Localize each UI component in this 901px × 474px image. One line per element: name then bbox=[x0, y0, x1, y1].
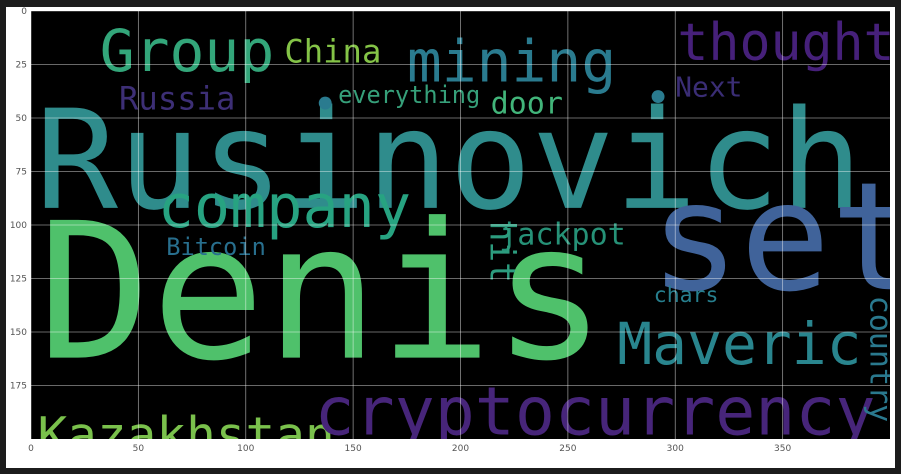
figure-frame: Rusinovich Denis set Group China mining though… bbox=[6, 7, 895, 468]
x-tick-label: 300 bbox=[667, 444, 684, 454]
x-tick-label: 350 bbox=[774, 444, 791, 454]
word-maveric: Maveric bbox=[617, 310, 861, 378]
word-company: company bbox=[158, 172, 411, 242]
word-mining: mining bbox=[407, 28, 616, 96]
x-tick-label: 200 bbox=[452, 444, 469, 454]
y-tick-label: 0 bbox=[21, 7, 27, 17]
word-thought: thought bbox=[677, 13, 894, 73]
word-denis: Denis bbox=[37, 183, 606, 403]
word-everything: everything bbox=[338, 81, 480, 109]
word-china: China bbox=[284, 32, 381, 70]
word-cryptocurrency: cryptocurrency bbox=[314, 373, 875, 451]
y-tick-label: 125 bbox=[10, 275, 27, 285]
word-jackpot: jackpot bbox=[499, 217, 626, 252]
grid bbox=[30, 10, 890, 439]
x-tick-label: 250 bbox=[559, 444, 576, 454]
x-tick-label: 0 bbox=[28, 444, 34, 454]
word-chars: chars bbox=[654, 283, 719, 308]
word-country: country bbox=[863, 296, 895, 423]
y-tick-label: 75 bbox=[16, 168, 27, 178]
x-tick-label: 100 bbox=[237, 444, 254, 454]
word-group: Group bbox=[100, 17, 275, 85]
y-tick-label: 100 bbox=[10, 221, 27, 231]
word-rusinovich: Rusinovich bbox=[35, 81, 862, 241]
y-tick-label: 50 bbox=[16, 114, 28, 124]
word-dot bbox=[430, 220, 444, 234]
word-door: door bbox=[491, 87, 563, 122]
word-dot bbox=[651, 90, 665, 104]
word-dot bbox=[318, 96, 332, 110]
y-tick-label: 150 bbox=[10, 328, 27, 338]
y-tick-label: 175 bbox=[10, 382, 27, 392]
y-tick-label: 25 bbox=[16, 61, 27, 71]
word-set: set bbox=[649, 150, 895, 325]
word-bitcoin: Bitcoin bbox=[166, 233, 265, 261]
word-kazakhstan: Kazakhstan bbox=[37, 406, 334, 464]
word-russia: Russia bbox=[119, 79, 235, 117]
word-hit: hit bbox=[482, 221, 522, 283]
x-tick-label: 150 bbox=[345, 444, 362, 454]
word-next: Next bbox=[675, 71, 742, 104]
x-tick-label: 50 bbox=[133, 444, 145, 454]
axes: 0 50 100 150 200 250 300 350 0 25 50 75 100 125 150 175 bbox=[10, 7, 792, 454]
